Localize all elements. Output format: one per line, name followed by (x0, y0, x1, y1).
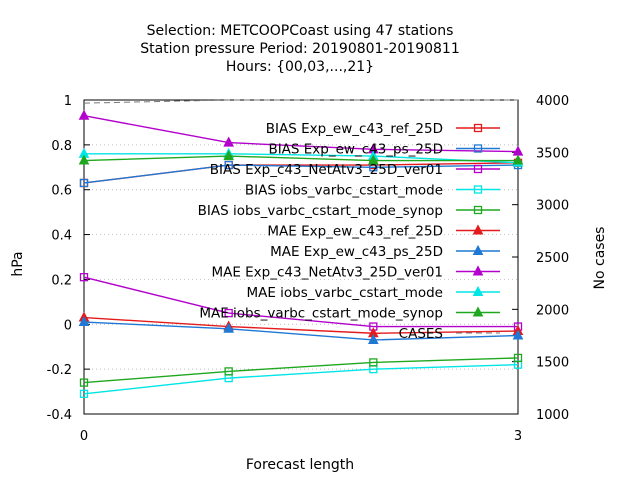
legend-marker (473, 205, 483, 215)
data-point (79, 178, 89, 188)
data-point (512, 145, 524, 156)
legend-label: BIAS iobs_varbc_cstart_mode (245, 183, 443, 199)
x-axis-label: Forecast length (246, 457, 354, 473)
legend-marker (472, 244, 484, 255)
x-tick-label: 3 (514, 429, 522, 444)
data-point (512, 329, 524, 340)
data-point (224, 308, 233, 318)
data-point (368, 154, 379, 165)
legend: BIAS Exp_ew_c43_ref_25D BIAS Exp_ew_c43_p… (198, 121, 500, 342)
series-line (83, 115, 519, 153)
legend-marker (472, 306, 484, 317)
series-line (83, 363, 519, 395)
chart-title-line-3: Hours: {00,03,...,21} (226, 59, 374, 75)
y2-tick-label: 2000 (536, 303, 569, 318)
y-tick-label: 0.4 (51, 229, 72, 244)
legend-label: CASES (399, 326, 443, 342)
series-line (83, 316, 519, 334)
legend-marker (472, 285, 484, 296)
y2-axis-ticks: 1000 1500 2000 2500 3000 3500 4000 (512, 94, 569, 423)
legend-label: MAE iobs_varbc_cstart_mode_synop (199, 306, 443, 322)
y2-tick-label: 3500 (536, 146, 569, 161)
data-point (79, 273, 89, 282)
legend-label: BIAS Exp_ew_c43_ps_25D (268, 142, 443, 158)
chart-title-line-1: Selection: METCOOPCoast using 47 station… (147, 23, 454, 39)
legend-label: BIAS iobs_varbc_cstart_mode_synop (198, 203, 443, 219)
data-point (223, 150, 234, 161)
series-line (83, 321, 519, 341)
series-2 (79, 273, 523, 331)
data-point (78, 154, 90, 165)
legend-label: BIAS Exp_ew_c43_ref_25D (266, 121, 443, 137)
series-line (83, 164, 519, 184)
series-4 (79, 353, 523, 387)
series-line (83, 276, 518, 328)
series-6 (78, 315, 524, 344)
data-point (79, 389, 89, 398)
y2-tick-label: 3000 (536, 199, 569, 214)
legend-label: BIAS Exp_c43_NetAtv3_25D_ver01 (210, 162, 443, 178)
legend-marker (473, 123, 483, 133)
y-tick-label: -0.2 (47, 363, 72, 378)
legend-marker (473, 144, 483, 153)
series-9 (78, 150, 524, 165)
series-line (83, 357, 519, 384)
data-point (78, 315, 90, 327)
y2-tick-label: 2500 (536, 251, 569, 266)
legend-marker (472, 224, 484, 235)
legend-marker (473, 164, 483, 174)
legend-label: MAE Exp_c43_NetAtv3_25D_ver01 (211, 265, 443, 281)
data-point (79, 378, 89, 387)
data-point (513, 353, 523, 363)
y-tick-label: 0.8 (51, 139, 72, 154)
data-point (512, 154, 524, 165)
y-tick-label: 1 (64, 94, 72, 109)
legend-marker (473, 185, 483, 194)
legend-marker (472, 265, 484, 276)
y2-axis-label: No cases (592, 227, 608, 290)
data-point (223, 136, 234, 147)
y2-tick-label: 4000 (536, 94, 569, 109)
y2-tick-label: 1000 (536, 408, 569, 423)
chart-title-line-2: Station pressure Period: 20190801-201908… (140, 41, 460, 57)
data-point (368, 333, 379, 344)
series-line (83, 155, 518, 162)
y-tick-label: 0.6 (51, 184, 72, 199)
data-point (224, 160, 233, 170)
x-tick-label: 0 (80, 429, 88, 444)
data-point (78, 109, 90, 120)
legend-label: MAE iobs_varbc_cstart_mode (246, 285, 443, 301)
data-point (369, 358, 378, 367)
legend-label: MAE Exp_ew_c43_ps_25D (270, 244, 443, 260)
y2-tick-label: 1500 (536, 356, 569, 371)
legend-label: MAE Exp_ew_c43_ref_25D (267, 224, 443, 240)
y-tick-label: 0 (64, 318, 72, 333)
series-7 (78, 109, 524, 156)
series-line (84, 153, 519, 164)
y-tick-label: -0.4 (47, 408, 72, 423)
series-line-cases (83, 99, 518, 104)
data-point (224, 367, 233, 376)
data-point (223, 322, 234, 333)
y-tick-label: 0.2 (51, 273, 72, 288)
y-axis-label: hPa (10, 251, 26, 276)
y-axis-ticks: -0.4 -0.2 0 0.2 0.4 0.6 0.8 1 (47, 94, 90, 423)
series-group (78, 99, 524, 398)
series-3 (79, 360, 523, 398)
